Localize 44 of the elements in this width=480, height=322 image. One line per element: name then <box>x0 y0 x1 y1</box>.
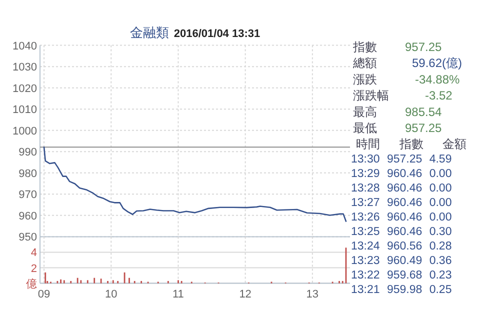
text: 漲跌 <box>353 72 377 86</box>
text: 13:27 960.46 0.00 <box>351 197 452 210</box>
chart-title: 金融類 <box>130 25 169 40</box>
text: 指數 <box>352 40 377 54</box>
line-series <box>43 146 347 222</box>
text: 13:22 959.68 0.23 <box>351 270 452 282</box>
text: 985.54 <box>405 104 442 119</box>
y-tick-label: 950 <box>18 232 37 244</box>
text: 漲跌幅 <box>353 88 389 103</box>
chart-subtitle: 2016/01/04 13:31 <box>174 28 260 40</box>
text: 13:28 960.46 0.00 <box>351 182 452 195</box>
y-tick-label: 1020 <box>12 82 37 95</box>
y-tick-label: 990 <box>18 146 37 159</box>
y-tick-label: 980 <box>18 168 37 180</box>
text: 13:23 960.49 0.36 <box>351 255 452 268</box>
text: 957.25 <box>405 121 442 135</box>
text: 59.62(億) <box>412 56 462 70</box>
text: 時間 指數 金額 <box>356 137 467 152</box>
text: 最高 <box>353 104 377 119</box>
text: 13:25 960.46 0.30 <box>351 226 452 238</box>
x-tick-label: 11 <box>172 288 184 300</box>
y-tick-label: 4 <box>30 247 37 260</box>
y-tick-label: 1040 <box>12 40 37 52</box>
y-tick-label: 970 <box>18 189 37 202</box>
y-tick-label: 1000 <box>12 125 37 138</box>
x-tick-label: 09 <box>38 288 50 300</box>
text: 13:24 960.56 0.28 <box>351 240 452 253</box>
y-tick-label: 2 <box>30 262 37 275</box>
y-tick-label: 億 <box>26 277 37 290</box>
y-tick-label: 1030 <box>12 62 37 74</box>
text: 957.25 <box>405 40 442 54</box>
x-tick-label: 10 <box>105 288 118 300</box>
text: 13:29 960.46 0.00 <box>351 168 452 180</box>
x-tick-label: 13 <box>306 288 319 300</box>
text: -34.88% <box>415 72 460 86</box>
y-tick-label: 1010 <box>12 104 37 116</box>
y-tick-label: 960 <box>18 210 37 222</box>
text: 最低 <box>353 121 377 135</box>
text: 13:26 960.46 0.00 <box>351 212 452 224</box>
text: 13:30 957.25 4.59 <box>351 154 452 166</box>
x-tick-label: 12 <box>239 288 252 300</box>
text: 總額 <box>352 56 377 70</box>
text: -3.52 <box>425 88 453 103</box>
text: 13:21 959.98 0.25 <box>351 284 452 296</box>
